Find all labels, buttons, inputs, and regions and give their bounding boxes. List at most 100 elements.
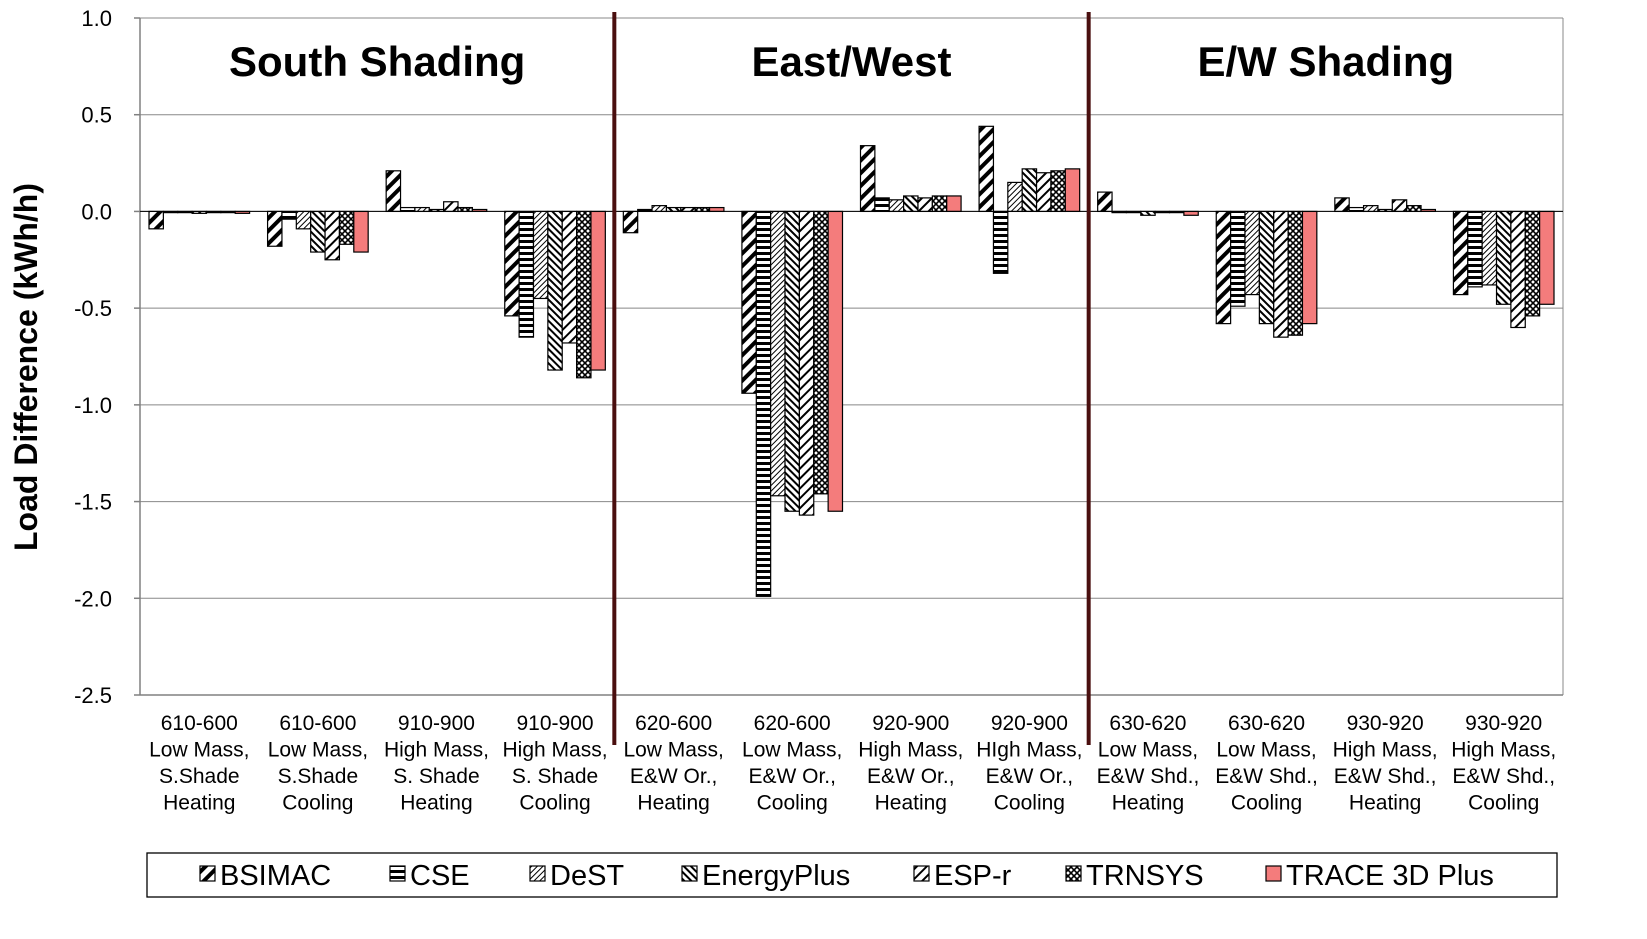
category-label-line: Low Mass, [149, 739, 249, 762]
category-label-line: Heating [400, 792, 472, 815]
bar [148, 210, 164, 230]
y-tick-label: -2.0 [74, 586, 112, 611]
bar [295, 210, 312, 230]
category-label: 930-920 High Mass, E&W Shd., Heating [1333, 712, 1438, 815]
bar [755, 210, 772, 597]
category-label: 920-900 HIgh Mass, E&W Or., Cooling [976, 712, 1082, 815]
bar [1495, 210, 1512, 305]
bar [680, 206, 696, 213]
bar [266, 210, 283, 247]
category-label-line: High Mass, [503, 739, 608, 762]
category-label: 930-920 High Mass, E&W Shd., Cooling [1451, 712, 1556, 815]
bar [310, 210, 326, 253]
category-label-line: E&W Shd., [1452, 765, 1555, 788]
gridlines [140, 17, 1564, 696]
bar [1467, 210, 1483, 288]
bar [353, 210, 369, 253]
section-dividers [612, 12, 1091, 745]
category-label-line: E&W Or., [986, 765, 1074, 788]
category-label-line: E&W Shd., [1097, 765, 1200, 788]
category-label: 910-900 High Mass, S. Shade Heating [384, 712, 489, 815]
category-label-line: Heating [1112, 792, 1184, 815]
category-label: 610-600 Low Mass, S.Shade Cooling [268, 712, 368, 815]
bars [140, 125, 1563, 597]
bar [1273, 210, 1289, 338]
bar [1007, 181, 1023, 213]
legend-label: DeST [550, 860, 624, 892]
category-label: 610-600 Low Mass, S.Shade Heating [149, 712, 249, 815]
category-label-line: 610-600 [161, 712, 238, 735]
category-label: 630-620 Low Mass, E&W Shd., Cooling [1215, 712, 1318, 815]
bar [281, 210, 297, 220]
category-label: 620-600 Low Mass, E&W Or., Heating [623, 712, 723, 815]
bar [1406, 205, 1422, 213]
category-label-line: 630-620 [1109, 712, 1186, 735]
category-label-line: E&W Or., [867, 765, 955, 788]
y-tick-label: -0.5 [74, 296, 112, 321]
bar [457, 206, 473, 213]
category-label-line: High Mass, [384, 739, 489, 762]
legend-swatch [389, 865, 406, 882]
bar [385, 170, 402, 213]
category-label-line: Low Mass, [268, 739, 368, 762]
category-label-line: Cooling [994, 792, 1065, 815]
category-label-line: 630-620 [1228, 712, 1305, 735]
bar [992, 210, 1009, 274]
bar [1097, 191, 1113, 213]
bar [651, 205, 668, 213]
bar [575, 210, 592, 379]
y-tick-label: 1.0 [81, 6, 112, 31]
axes [134, 17, 1563, 696]
category-label: 620-600 Low Mass, E&W Or., Cooling [742, 712, 842, 815]
bar [798, 210, 815, 516]
bar [1362, 205, 1379, 213]
category-label-line: High Mass, [858, 739, 963, 762]
bar [1510, 210, 1526, 329]
bar [1064, 168, 1081, 213]
category-label-line: 930-920 [1347, 712, 1424, 735]
bar [1481, 210, 1498, 286]
y-tick-label: -2.5 [74, 683, 112, 708]
bar [1524, 210, 1541, 317]
legend-swatch [199, 865, 216, 882]
bar [874, 197, 890, 213]
bar [903, 195, 919, 213]
category-label-line: E&W Shd., [1215, 765, 1318, 788]
category-label-line: E&W Or., [630, 765, 718, 788]
legend-swatch [1265, 865, 1282, 882]
category-label-line: 610-600 [279, 712, 356, 735]
section-title: E/W Shading [1198, 38, 1455, 85]
category-label-line: Cooling [282, 792, 353, 815]
bar [1050, 170, 1066, 213]
category-label-line: E&W Or., [748, 765, 836, 788]
category-label-line: HIgh Mass, [976, 739, 1082, 762]
category-label-line: 620-600 [754, 712, 831, 735]
bar [1035, 172, 1052, 213]
bar [770, 210, 786, 497]
bar [561, 210, 578, 344]
y-axis-label: Load Difference (kWh/h) [8, 183, 44, 551]
category-labels: 610-600 Low Mass, S.Shade Heating 610-600 Low… [149, 712, 1556, 815]
bar [324, 210, 341, 261]
category-label-line: Heating [163, 792, 235, 815]
bar [978, 125, 995, 213]
bar [414, 206, 430, 213]
category-label-line: Heating [1349, 792, 1421, 815]
category-label: 630-620 Low Mass, E&W Shd., Heating [1097, 712, 1200, 815]
y-tick-label: -1.5 [74, 490, 112, 515]
bar [694, 206, 711, 213]
section-titles: South Shading East/West E/W Shading [229, 38, 1454, 85]
category-label-line: 930-920 [1465, 712, 1542, 735]
bar [1258, 210, 1275, 325]
category-label-line: 920-900 [991, 712, 1068, 735]
legend-label: TRNSYS [1086, 860, 1204, 892]
bar [1230, 210, 1246, 307]
category-label-line: 910-900 [517, 712, 594, 735]
category-label-line: S.Shade [278, 765, 359, 788]
legend-label: EnergyPlus [702, 860, 850, 892]
legend-swatch [1065, 865, 1082, 882]
bar [946, 195, 962, 213]
category-label-line: S. Shade [393, 765, 479, 788]
bar [708, 206, 725, 213]
legend-swatch [913, 865, 930, 882]
